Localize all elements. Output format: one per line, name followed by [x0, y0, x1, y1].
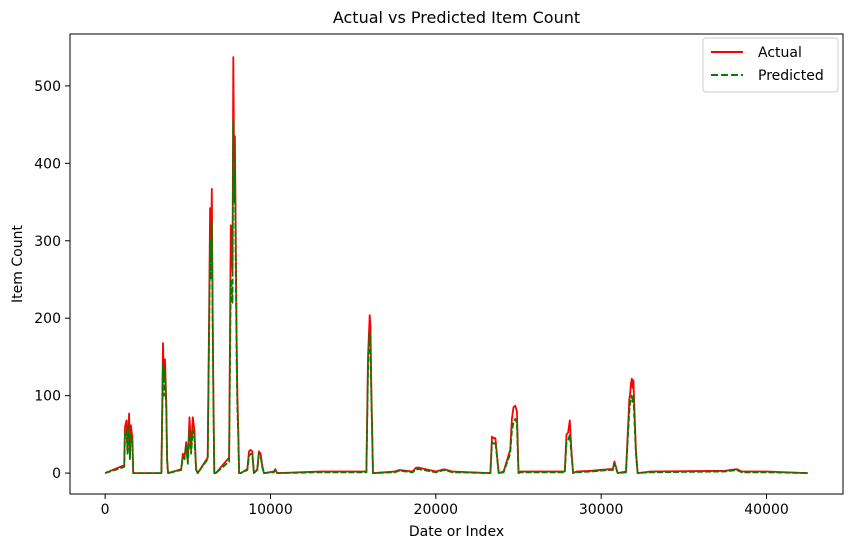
y-axis: 0 100 200 300 400 500 — [34, 79, 70, 482]
legend-label-actual: Actual — [758, 45, 802, 61]
x-tick-label: 20000 — [414, 502, 459, 518]
x-tick-label: 0 — [101, 502, 110, 518]
x-tick-label: 30000 — [579, 502, 624, 518]
x-axis-title: Date or Index — [409, 524, 504, 540]
y-tick-label: 300 — [34, 234, 61, 250]
plot-area — [69, 33, 844, 495]
legend-label-predicted: Predicted — [758, 68, 824, 84]
y-tick-label: 100 — [34, 389, 61, 405]
x-tick-label: 40000 — [744, 502, 789, 518]
y-tick-label: 400 — [34, 156, 61, 172]
series-line-predicted — [104, 119, 808, 475]
x-axis: 0 10000 20000 30000 40000 — [101, 494, 789, 518]
series-layer — [104, 56, 808, 475]
legend: Actual Predicted — [702, 37, 839, 93]
plot-frame — [69, 33, 844, 495]
chart-title: Actual vs Predicted Item Count — [333, 8, 580, 27]
y-tick-label: 0 — [52, 466, 61, 482]
y-tick-label: 200 — [34, 311, 61, 327]
x-tick-label: 10000 — [248, 502, 293, 518]
y-axis-title: Item Count — [10, 225, 26, 303]
y-tick-label: 500 — [34, 79, 61, 95]
